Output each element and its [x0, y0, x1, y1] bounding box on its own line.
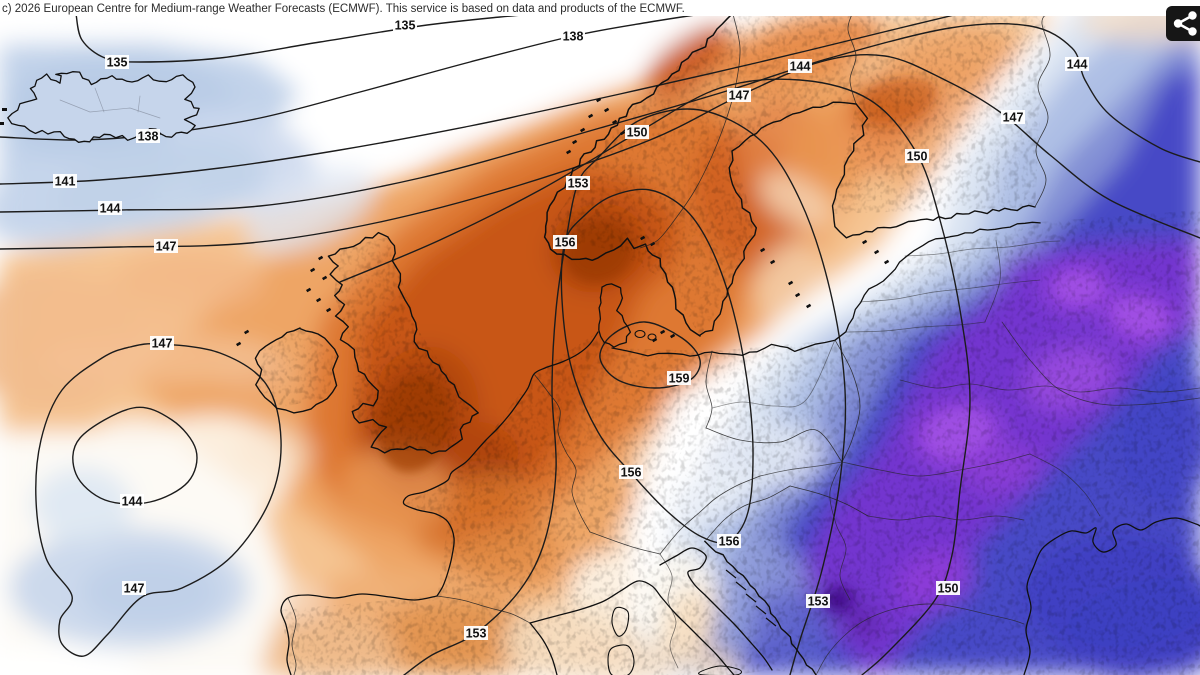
svg-text:141: 141	[55, 175, 76, 189]
svg-text:156: 156	[621, 466, 642, 480]
svg-text:153: 153	[808, 595, 829, 609]
svg-text:135: 135	[107, 56, 128, 70]
svg-text:147: 147	[124, 582, 145, 596]
svg-text:156: 156	[555, 236, 576, 250]
svg-text:135: 135	[395, 19, 416, 33]
svg-text:156: 156	[719, 535, 740, 549]
svg-text:147: 147	[152, 337, 173, 351]
svg-text:150: 150	[907, 150, 928, 164]
svg-text:147: 147	[156, 240, 177, 254]
svg-text:147: 147	[729, 89, 750, 103]
svg-text:153: 153	[466, 627, 487, 641]
svg-text:144: 144	[122, 495, 143, 509]
svg-text:138: 138	[563, 30, 584, 44]
svg-text:150: 150	[627, 126, 648, 140]
svg-text:147: 147	[1003, 111, 1024, 125]
svg-text:150: 150	[938, 582, 959, 596]
svg-text:144: 144	[790, 60, 811, 74]
svg-text:144: 144	[1067, 58, 1088, 72]
svg-text:138: 138	[138, 130, 159, 144]
svg-text:153: 153	[568, 177, 589, 191]
svg-text:144: 144	[100, 202, 121, 216]
svg-text:159: 159	[669, 372, 690, 386]
svg-text:c) 2026 European Centre for Me: c) 2026 European Centre for Medium-range…	[2, 3, 685, 15]
